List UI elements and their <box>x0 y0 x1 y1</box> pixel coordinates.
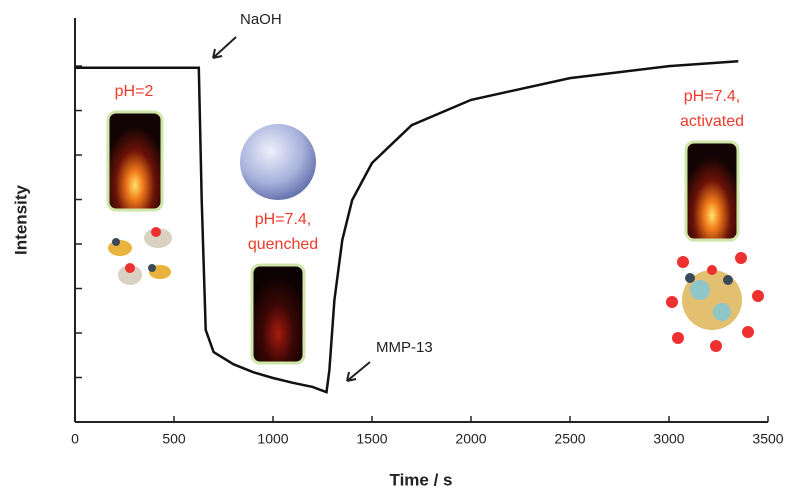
vial-image <box>250 263 306 365</box>
decorations <box>106 36 764 382</box>
annotation: pH=2 <box>115 83 154 100</box>
x-tick-label: 2000 <box>455 431 486 447</box>
nanoparticle-image <box>240 124 316 200</box>
annotation: MMP-13 <box>376 339 433 356</box>
vial-image <box>106 110 164 212</box>
annotation: NaOH <box>240 11 282 28</box>
vial-image <box>684 140 740 242</box>
annotation: quenched <box>248 236 318 253</box>
data-line <box>75 59 739 394</box>
arrows <box>212 36 371 382</box>
x-tick-label: 1000 <box>257 431 288 447</box>
annotation: activated <box>680 113 744 130</box>
annotation: pH=7.4, <box>684 88 740 105</box>
x-tick-label: 1500 <box>356 431 387 447</box>
x-tick-label: 0 <box>71 431 79 447</box>
x-tick-label: 3000 <box>653 431 684 447</box>
activated-cluster <box>666 252 764 352</box>
x-tick-label: 500 <box>162 431 186 447</box>
x-tick-label: 3500 <box>752 431 783 447</box>
x-tick-label: 2500 <box>554 431 585 447</box>
molecule-cluster <box>108 227 172 285</box>
x-axis-title: Time / s <box>390 470 453 489</box>
arrow <box>212 36 237 59</box>
annotation: pH=7.4, <box>255 211 311 228</box>
arrow <box>346 361 371 382</box>
y-axis-title: Intensity <box>11 185 30 255</box>
